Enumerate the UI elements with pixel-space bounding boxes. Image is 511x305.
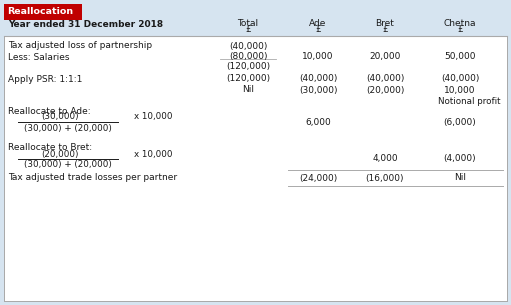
Text: Bret: Bret <box>376 19 394 28</box>
Text: (30,000) + (20,000): (30,000) + (20,000) <box>24 160 112 170</box>
Text: 10,000: 10,000 <box>444 85 476 95</box>
Text: £: £ <box>457 25 463 34</box>
Text: £: £ <box>315 25 321 34</box>
Text: (30,000): (30,000) <box>299 85 337 95</box>
Text: Total: Total <box>238 19 259 28</box>
Text: £: £ <box>382 25 388 34</box>
Text: (30,000): (30,000) <box>41 113 79 121</box>
Text: Tax adjusted trade losses per partner: Tax adjusted trade losses per partner <box>8 174 177 182</box>
Text: Nil: Nil <box>242 85 254 95</box>
Text: 50,000: 50,000 <box>444 52 476 62</box>
FancyBboxPatch shape <box>4 4 82 20</box>
Text: (120,000): (120,000) <box>226 74 270 84</box>
Text: (80,000): (80,000) <box>229 52 267 62</box>
Text: Less: Salaries: Less: Salaries <box>8 52 69 62</box>
Text: Ade: Ade <box>309 19 327 28</box>
Text: (16,000): (16,000) <box>366 174 404 182</box>
Text: Reallocation: Reallocation <box>7 8 73 16</box>
Text: 20,000: 20,000 <box>369 52 401 62</box>
Text: Year ended 31 December 2018: Year ended 31 December 2018 <box>8 20 163 29</box>
Text: (120,000): (120,000) <box>226 63 270 71</box>
Text: (20,000): (20,000) <box>366 85 404 95</box>
Text: (20,000): (20,000) <box>41 149 79 159</box>
Text: x 10,000: x 10,000 <box>134 149 173 159</box>
Text: x 10,000: x 10,000 <box>134 113 173 121</box>
FancyBboxPatch shape <box>4 36 507 301</box>
Text: 6,000: 6,000 <box>305 117 331 127</box>
Text: (6,000): (6,000) <box>444 117 476 127</box>
Text: (40,000): (40,000) <box>366 74 404 84</box>
Text: Tax adjusted loss of partnership: Tax adjusted loss of partnership <box>8 41 152 51</box>
Text: (40,000): (40,000) <box>441 74 479 84</box>
Text: (4,000): (4,000) <box>444 155 476 163</box>
Text: Apply PSR: 1:1:1: Apply PSR: 1:1:1 <box>8 74 82 84</box>
Text: Nil: Nil <box>454 174 466 182</box>
Text: £: £ <box>245 25 251 34</box>
Text: (30,000) + (20,000): (30,000) + (20,000) <box>24 124 112 132</box>
Text: Notional profit: Notional profit <box>438 96 501 106</box>
Text: 10,000: 10,000 <box>302 52 334 62</box>
Text: (40,000): (40,000) <box>299 74 337 84</box>
Text: Reallocate to Ade:: Reallocate to Ade: <box>8 106 90 116</box>
Text: (24,000): (24,000) <box>299 174 337 182</box>
Text: Reallocate to Bret:: Reallocate to Bret: <box>8 143 92 152</box>
Text: 4,000: 4,000 <box>372 155 398 163</box>
Text: Chetna: Chetna <box>444 19 476 28</box>
Text: (40,000): (40,000) <box>229 41 267 51</box>
